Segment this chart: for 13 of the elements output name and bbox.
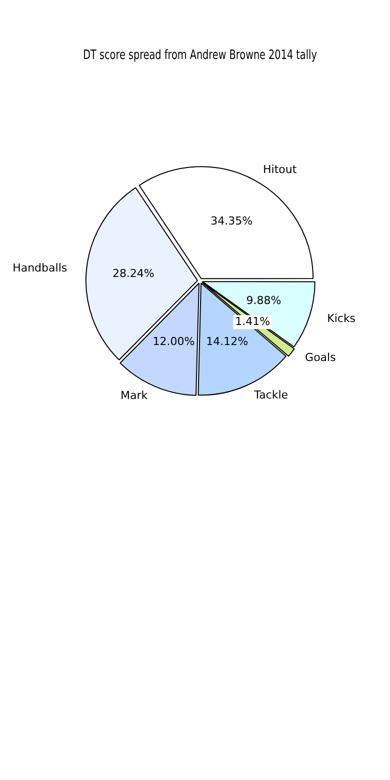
data-label: 1.41% <box>235 314 270 328</box>
slice-label: Hitout <box>263 163 298 176</box>
data-label: 12.00% <box>152 335 195 348</box>
slice-label: Kicks <box>327 312 356 325</box>
slice-label: Handballs <box>12 262 68 275</box>
slice-label: Goals <box>305 351 336 364</box>
data-label: 34.35% <box>210 214 253 228</box>
chart-title: DT score spread from Andrew Browne 2014 tally <box>83 46 318 63</box>
data-label: 9.88% <box>246 294 282 308</box>
slice-label: Tackle <box>253 388 288 402</box>
data-label: 14.12% <box>206 334 248 348</box>
slice-label: Mark <box>120 389 148 402</box>
data-label: 28.24% <box>112 267 154 280</box>
